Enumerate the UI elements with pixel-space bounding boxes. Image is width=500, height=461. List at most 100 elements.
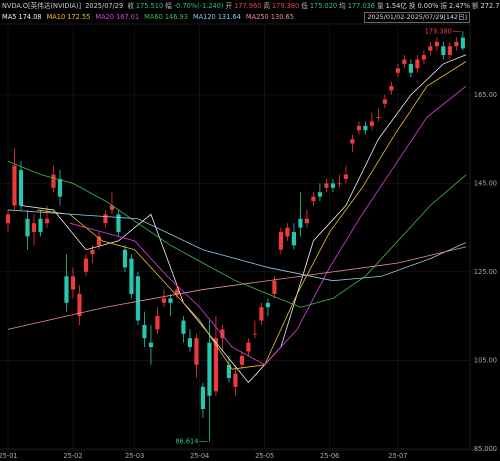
candle-body [51,174,56,188]
candle-body [103,214,108,224]
date: 2025/07/29 [85,2,124,10]
legend-value: 174.08 [18,13,42,21]
candle-body [70,276,76,290]
candle-body [259,307,264,321]
candle-body [168,298,173,303]
candle-body [161,298,167,303]
x-tick-label: 25-06 [320,452,339,460]
candle-body [129,258,134,294]
candle-body [350,139,355,144]
legend-item: MA250 130.65 [246,13,294,21]
info-value: 179.380 [271,2,300,10]
legend-name: MA10 [46,13,66,21]
legend-name: MA120 [192,13,216,21]
candle-body [25,218,30,237]
ma-line [7,160,467,308]
info-value: 177.036 [347,2,376,10]
candle-body [311,196,316,202]
annotation: 86.614 [175,438,198,446]
info-label: 均 [339,2,346,10]
candle-body [246,342,251,352]
candle-body [356,125,361,131]
info-label: 振 [440,2,448,10]
ma-line [7,246,467,330]
candle-body [31,223,37,233]
candle-body [317,192,322,197]
x-tick-label: 25-05 [255,452,274,460]
info-value: 272.77亿 [480,2,500,10]
info-label: 低 [301,2,308,10]
y-tick-label: 105.00 [474,356,497,364]
legend-item: MA10 172.55 [47,13,91,21]
x-tick-label: 25-01 [0,452,18,460]
candle-body [272,280,277,294]
ma-line [69,85,467,366]
candle-body [200,386,206,409]
info-label: 量 [377,2,384,10]
legend-value: 130.65 [270,13,294,21]
legend-item: MA5 174.08 [2,13,42,21]
y-tick-label: 165.00 [474,91,497,99]
info-label: 幅 [165,2,172,10]
candle-body [181,320,186,334]
candle-body [239,355,244,365]
candle-body [5,214,11,224]
candle-body [324,183,329,188]
annotation: 179.380 [425,27,452,35]
legend: MA5 174.08 MA10 172.55 MA20 167.01 MA60 146… [2,11,299,23]
candle-body [460,37,465,49]
legend-name: MA5 [2,13,17,21]
candle-body [116,214,121,233]
candle-body [285,227,290,237]
legend-value: 167.01 [116,13,140,21]
x-tick-label: 25-07 [388,452,407,460]
candle-body [109,205,115,210]
candle-body [12,165,17,206]
info-label: 额 [471,2,479,10]
candle-body [83,258,89,272]
legend-name: MA60 [144,13,163,21]
date-range: 2025/01/02-2025/07/29[142日] [364,12,470,23]
candle-body [18,170,24,206]
candle-body [155,316,160,330]
legend-name: MA250 [245,13,269,21]
legend-value: 131.64 [217,13,241,21]
y-tick-label: 85.000 [474,445,497,453]
legend-name: MA20 [95,13,114,21]
candle-body [278,232,283,250]
candle-body [142,324,147,339]
candle-body [207,342,212,396]
ma-line [20,54,467,384]
info-value: 177.960 [234,2,262,10]
candle-body [38,218,43,233]
candle-body [421,55,426,60]
candle-body [298,218,303,228]
info-label: 换 [408,2,416,10]
candle-body [174,289,180,294]
y-tick-label: 145.00 [474,179,497,187]
candle-body [447,46,452,56]
ma-line [37,61,467,370]
candle-body [64,276,69,303]
x-tick-label: 25-03 [125,452,144,460]
x-tick-label: 25-02 [63,452,82,460]
y-tick-label: 125.00 [474,268,497,276]
candle-body [220,329,225,339]
x-tick-label: 25-04 [190,452,209,460]
candle-body [304,218,309,224]
info-value: 175.510 [135,2,164,10]
candle-body [330,183,335,188]
candle-body [376,117,381,118]
candle-body [252,333,257,335]
candle-body [343,174,348,179]
candle-body [96,236,102,246]
candle-body [291,232,296,246]
legend-item: MA120 131.64 [193,13,241,21]
info-value: 2.47% [449,2,470,10]
candle-body [213,338,219,392]
candle-body [187,338,193,348]
info-value: 1.54亿 [385,2,407,10]
info-label: 高 [263,2,270,10]
candle-body [135,276,141,321]
